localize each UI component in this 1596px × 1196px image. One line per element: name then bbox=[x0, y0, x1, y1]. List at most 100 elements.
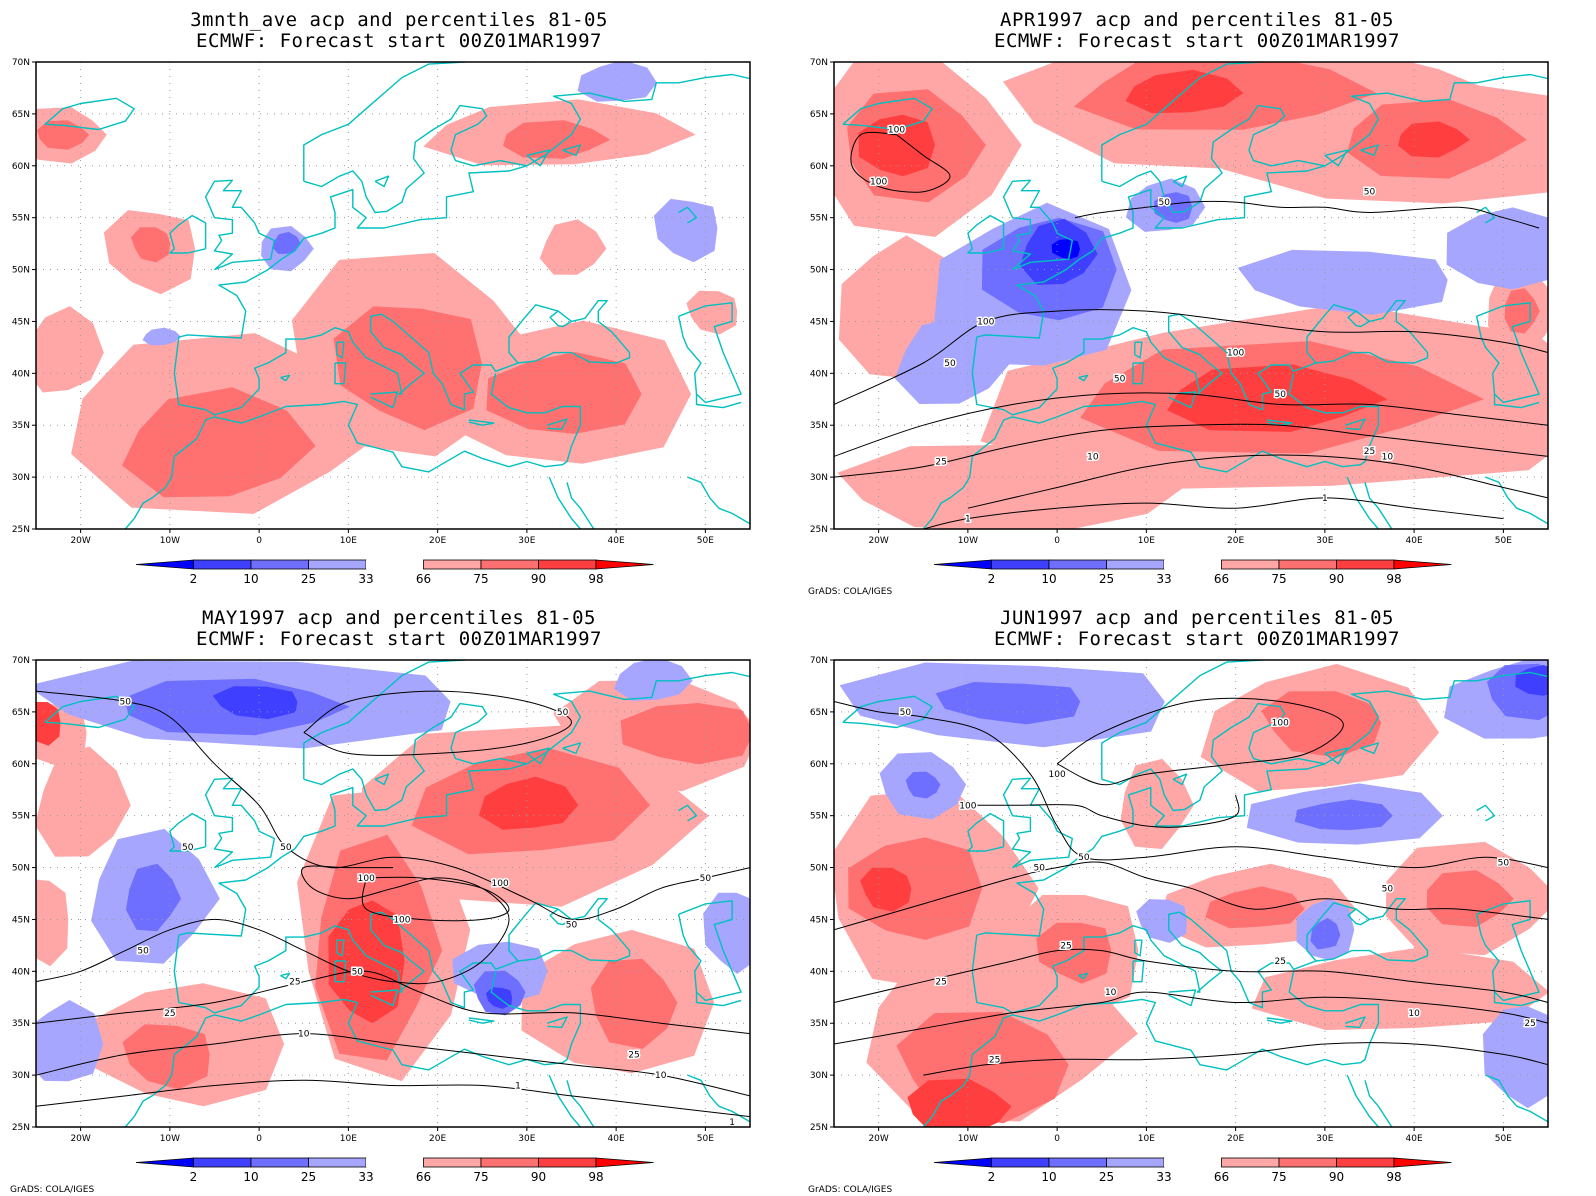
y-tick-label: 55N bbox=[12, 812, 30, 822]
x-tick-label: 20E bbox=[429, 536, 446, 546]
coastline bbox=[303, 62, 536, 182]
contour-line-100 bbox=[1056, 697, 1344, 786]
coastline bbox=[687, 1074, 750, 1123]
y-tick-label: 70N bbox=[810, 656, 828, 666]
contour-label: 10 bbox=[1087, 452, 1099, 462]
coastline bbox=[1364, 482, 1393, 529]
y-tick-label: 60N bbox=[12, 162, 30, 172]
y-tick-label: 30N bbox=[810, 1071, 828, 1081]
contour-label: 25 bbox=[935, 978, 946, 988]
contour-line-25 bbox=[834, 948, 1548, 1003]
y-tick-label: 40N bbox=[810, 967, 828, 977]
coastline bbox=[1346, 476, 1379, 529]
map-3: 505050505050502525251010115010010010020W… bbox=[12, 656, 751, 1184]
coastline bbox=[1324, 671, 1548, 765]
colorbar-segment bbox=[193, 559, 252, 570]
x-tick-label: 50E bbox=[1495, 536, 1512, 546]
coastline bbox=[44, 97, 135, 131]
shaded-region-33 bbox=[614, 660, 693, 701]
shaded-region-25 bbox=[905, 771, 941, 799]
shaded-region-90 bbox=[860, 867, 912, 912]
contour-line-50 bbox=[36, 865, 510, 985]
colorbar-label: 75 bbox=[473, 572, 488, 586]
colorbar-segment bbox=[1221, 1157, 1280, 1168]
contour-lines bbox=[834, 697, 1548, 1076]
colorbar-arrow-left bbox=[135, 1157, 194, 1168]
contour-line-25 bbox=[923, 1042, 1548, 1076]
panel-subtitle-3: ECMWF: Forecast start 00Z01MAR1997 bbox=[196, 628, 602, 650]
x-tick-label: 10W bbox=[958, 536, 978, 546]
coastline bbox=[548, 1074, 581, 1127]
shaded-region-75 bbox=[1261, 691, 1382, 758]
colorbar-label: 33 bbox=[1156, 1170, 1171, 1184]
coastline bbox=[971, 300, 1429, 416]
y-tick-label: 70N bbox=[810, 58, 828, 68]
x-tick-label: 20W bbox=[70, 1134, 90, 1144]
coastline bbox=[922, 971, 1380, 1127]
coastline bbox=[976, 763, 1326, 937]
colorbar-label: 10 bbox=[243, 572, 258, 586]
shaded-region-66 bbox=[539, 219, 607, 275]
coastline bbox=[548, 476, 581, 529]
coastline bbox=[1476, 206, 1496, 224]
coastline bbox=[370, 989, 399, 1007]
grid-lines bbox=[834, 660, 1548, 1127]
x-tick-label: 40E bbox=[608, 1134, 625, 1144]
map-field: 50 50 50 50 50 25 25 25 10 10 25 25 100 100 100 bbox=[834, 660, 1548, 1127]
contour-label: 10 bbox=[298, 1030, 310, 1040]
shaded-region-90 bbox=[328, 900, 405, 1024]
coastline bbox=[173, 898, 631, 1014]
coastline bbox=[971, 898, 1429, 1014]
contour-label: 100 bbox=[492, 879, 509, 889]
contour-label: 25 bbox=[164, 1009, 175, 1019]
coastline bbox=[1172, 175, 1188, 188]
contour-label: 50 bbox=[944, 359, 956, 369]
contour-label: 50 bbox=[280, 843, 292, 853]
shaded-region-75 bbox=[1036, 922, 1112, 984]
colorbar-label: 90 bbox=[1329, 572, 1344, 586]
colorbar-segment bbox=[1278, 1157, 1337, 1168]
coastline bbox=[1360, 144, 1380, 157]
shaded-region-33 bbox=[1237, 249, 1448, 315]
coastline bbox=[1345, 1016, 1366, 1029]
contour-label: 100 bbox=[959, 801, 976, 811]
shaded-region-66 bbox=[36, 306, 104, 393]
coastline bbox=[1360, 742, 1380, 755]
x-tick-label: 30E bbox=[1316, 536, 1333, 546]
panel-subtitle-1: ECMWF: Forecast start 00Z01MAR1997 bbox=[196, 30, 602, 52]
panel-subtitle-2: ECMWF: Forecast start 00Z01MAR1997 bbox=[994, 30, 1400, 52]
colorbar: 2 10 25 33 66 75 90 98 bbox=[933, 1157, 1452, 1184]
y-tick-label: 50N bbox=[12, 864, 30, 874]
y-tick-label: 30N bbox=[12, 473, 30, 483]
colorbar-segment bbox=[308, 1157, 367, 1168]
coastline bbox=[1101, 702, 1326, 812]
coastline bbox=[526, 149, 550, 167]
coastline bbox=[1493, 394, 1540, 409]
contour-line-10 bbox=[36, 1033, 750, 1097]
contour-label: 100 bbox=[393, 915, 410, 925]
contour-label: 25 bbox=[1524, 1019, 1535, 1029]
shaded-region-33 bbox=[1446, 207, 1548, 290]
y-tick-label: 25N bbox=[12, 1123, 30, 1133]
shaded-region-33 bbox=[653, 198, 718, 263]
coastline bbox=[169, 812, 207, 852]
coastline bbox=[1172, 773, 1188, 786]
x-tick-label: 40E bbox=[1406, 1134, 1423, 1144]
contour-line-50 bbox=[303, 690, 573, 756]
contour-label: 10 bbox=[655, 1071, 667, 1081]
contour-label: 100 bbox=[870, 177, 887, 187]
contour-label: 1 bbox=[965, 515, 971, 525]
coastline bbox=[695, 394, 742, 409]
coastline bbox=[526, 73, 750, 167]
shaded-region-90 bbox=[1167, 364, 1388, 432]
y-tick-label: 65N bbox=[12, 110, 30, 120]
contour-line-1 bbox=[36, 1079, 750, 1118]
coastline bbox=[842, 695, 933, 729]
coastline bbox=[1347, 908, 1370, 926]
colorbar-segment bbox=[1221, 559, 1280, 570]
coastline bbox=[280, 374, 291, 382]
y-tick-label: 25N bbox=[810, 525, 828, 535]
colorbar-segment bbox=[250, 1157, 309, 1168]
coastlines bbox=[44, 62, 750, 529]
shaded-region-66 bbox=[837, 444, 1184, 529]
